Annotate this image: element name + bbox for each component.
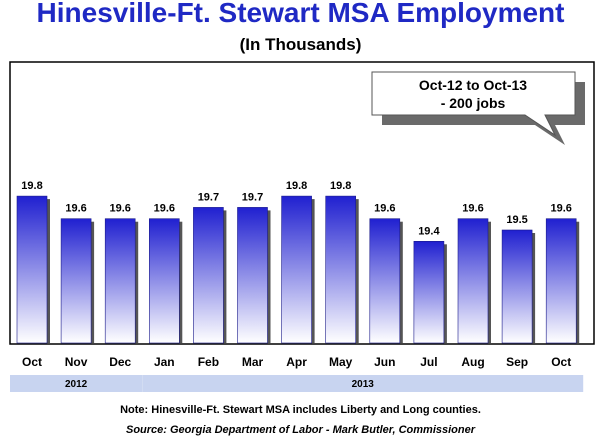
bar bbox=[104, 218, 136, 344]
bar bbox=[16, 195, 48, 344]
data-label: 19.6 bbox=[65, 203, 86, 215]
bar bbox=[193, 207, 224, 344]
category-label: Mar bbox=[242, 355, 264, 369]
bar bbox=[60, 218, 92, 344]
data-label: 19.5 bbox=[506, 214, 527, 226]
data-label: 19.6 bbox=[154, 203, 175, 215]
callout-line-2: - 200 jobs bbox=[441, 95, 506, 111]
data-label: 19.8 bbox=[286, 180, 307, 192]
bar bbox=[457, 218, 489, 344]
year-band bbox=[142, 375, 584, 392]
data-label: 19.6 bbox=[550, 203, 571, 215]
data-label: 19.8 bbox=[21, 180, 42, 192]
bar bbox=[369, 218, 401, 344]
chart-title: Hinesville-Ft. Stewart MSA Employment bbox=[36, 0, 565, 28]
bar bbox=[325, 195, 357, 344]
callout-line-1: Oct-12 to Oct-13 bbox=[419, 77, 527, 93]
data-label: 19.6 bbox=[374, 203, 395, 215]
data-label: 19.7 bbox=[242, 191, 263, 203]
bar bbox=[149, 218, 180, 344]
bar bbox=[281, 195, 312, 344]
year-label: 2012 bbox=[65, 379, 88, 390]
category-label: May bbox=[329, 355, 353, 369]
data-label: 19.6 bbox=[462, 203, 483, 215]
footer-note: Note: Hinesville-Ft. Stewart MSA include… bbox=[120, 404, 481, 416]
data-label: 19.7 bbox=[198, 191, 219, 203]
callout: Oct-12 to Oct-13 - 200 jobs bbox=[371, 71, 585, 145]
year-band bbox=[10, 375, 143, 392]
category-label: Jan bbox=[154, 355, 175, 369]
category-label: Dec bbox=[109, 355, 131, 369]
data-label: 19.8 bbox=[330, 180, 351, 192]
category-label: Feb bbox=[198, 355, 219, 369]
data-label: 19.4 bbox=[418, 225, 440, 237]
category-label: Sep bbox=[506, 355, 528, 369]
bar bbox=[545, 218, 577, 344]
category-label: Aug bbox=[461, 355, 484, 369]
footer-source: Source: Georgia Department of Labor - Ma… bbox=[125, 424, 475, 436]
category-label: Jun bbox=[374, 355, 395, 369]
bar bbox=[237, 207, 268, 344]
category-label: Oct bbox=[551, 355, 571, 369]
chart-subtitle: (In Thousands) bbox=[239, 35, 362, 54]
callout-box bbox=[371, 71, 576, 137]
category-label: Oct bbox=[22, 355, 42, 369]
bar bbox=[501, 229, 533, 344]
data-label: 19.6 bbox=[109, 203, 130, 215]
category-label: Jul bbox=[420, 355, 437, 369]
chart-svg: 19.8 19.6 19.6 19.6 19.7 19.7 19.8 19.8 19.6 19.4… bbox=[9, 61, 595, 392]
year-label: 2013 bbox=[352, 379, 375, 390]
category-label: Nov bbox=[65, 355, 88, 369]
category-label: Apr bbox=[286, 355, 307, 369]
bar bbox=[413, 241, 445, 344]
